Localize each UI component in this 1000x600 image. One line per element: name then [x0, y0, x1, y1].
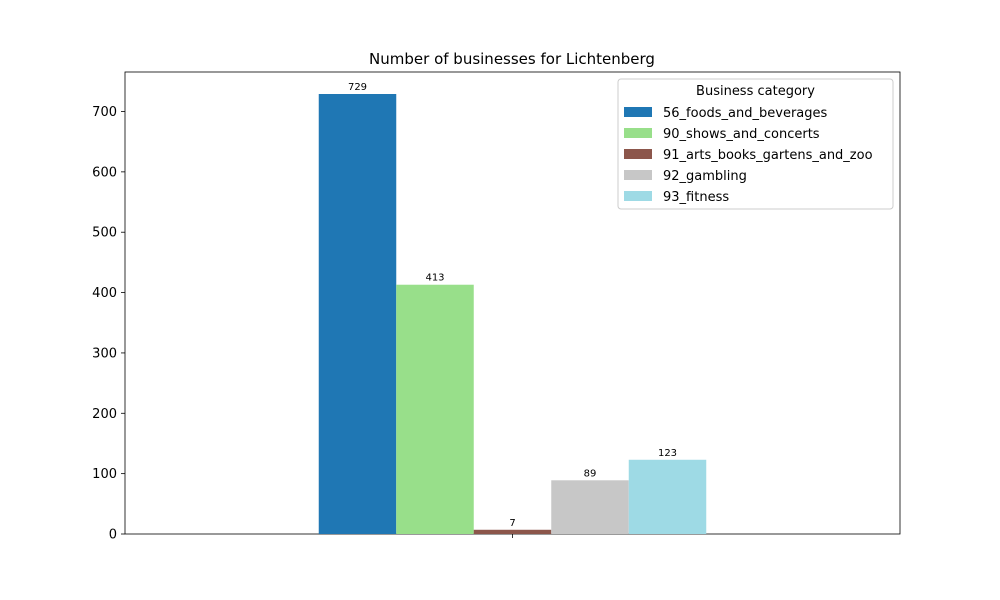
bar-93_fitness — [628, 459, 707, 534]
bar-56_foods_and_beverages — [318, 94, 397, 534]
legend-entry: 90_shows_and_concerts — [663, 127, 820, 142]
y-tick-label: 700 — [92, 105, 117, 120]
y-tick-label: 300 — [92, 346, 117, 361]
legend-swatch — [624, 170, 652, 180]
bar-value-label: 89 — [584, 468, 597, 479]
chart-title: Number of businesses for Lichtenberg — [369, 50, 655, 68]
legend-swatch — [624, 128, 652, 138]
legend: Business category 56_foods_and_beverages 9… — [617, 78, 894, 210]
bar-value-label: 729 — [348, 82, 367, 93]
legend-entry: 56_foods_and_beverages — [663, 106, 828, 121]
legend-swatch — [624, 191, 652, 201]
bar-value-label: 123 — [658, 448, 677, 459]
bar-value-label: 7 — [509, 518, 515, 529]
bar-91_arts_books_gartens_and_zoo — [473, 529, 552, 534]
bar-90_shows_and_concerts — [396, 284, 474, 534]
y-tick-label: 500 — [92, 226, 117, 241]
bar-value-label: 413 — [425, 273, 444, 284]
y-tick-label: 200 — [92, 407, 117, 422]
legend-entry: 91_arts_books_gartens_and_zoo — [663, 148, 873, 163]
y-tick-label: 100 — [92, 467, 117, 482]
y-tick-label: 600 — [92, 165, 117, 180]
legend-entry: 93_fitness — [663, 190, 729, 205]
bar-92_gambling — [551, 480, 629, 534]
legend-swatch — [624, 149, 652, 159]
y-tick-label: 0 — [109, 528, 117, 543]
legend-title: Business category — [696, 84, 815, 99]
y-tick-label: 400 — [92, 286, 117, 301]
legend-box — [617, 78, 894, 210]
legend-entry: 92_gambling — [663, 169, 747, 184]
legend-swatch — [624, 107, 652, 117]
bars: 729 413 7 89 123 — [318, 82, 707, 534]
